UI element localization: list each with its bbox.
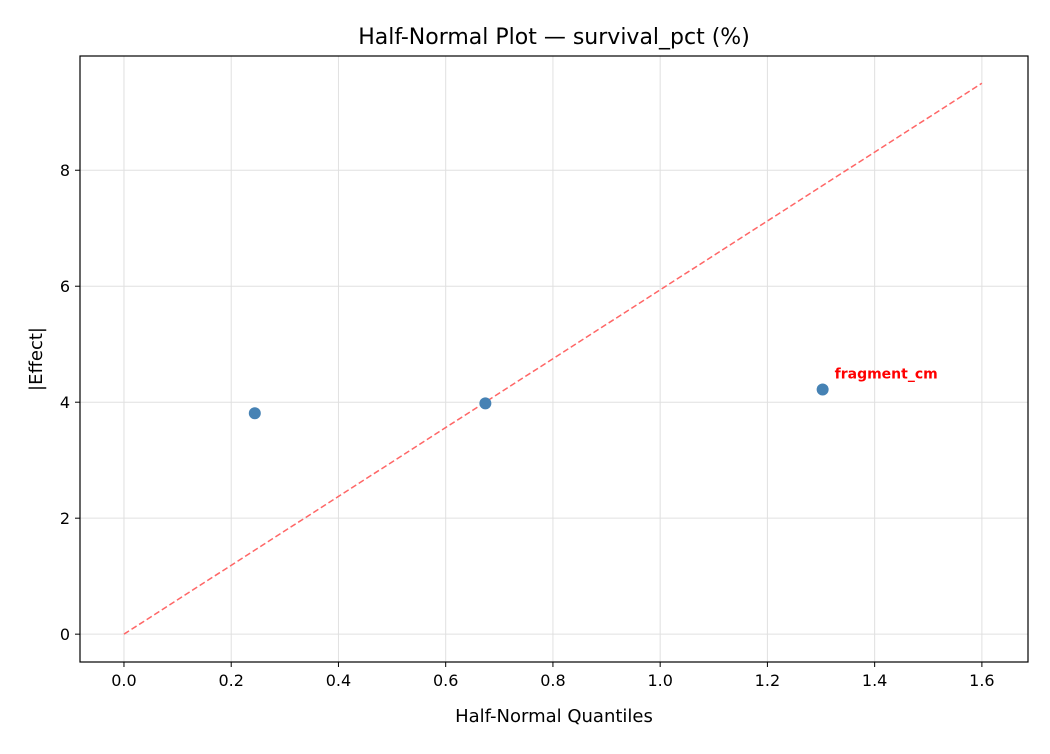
x-tick-label: 0.4: [326, 671, 351, 690]
y-tick-label: 8: [60, 161, 70, 180]
data-point: [479, 397, 492, 410]
x-axis-label: Half-Normal Quantiles: [455, 706, 653, 727]
grid: [80, 56, 1028, 662]
y-tick-label: 0: [60, 625, 70, 644]
chart-title: Half-Normal Plot — survival_pct (%): [358, 25, 750, 50]
x-tick-label: 1.6: [969, 671, 994, 690]
x-tick-label: 1.4: [862, 671, 887, 690]
y-tick-label: 6: [60, 277, 70, 296]
plot-frame: [79, 55, 1029, 663]
x-tick-label: 0.2: [218, 671, 243, 690]
y-tick-label: 2: [60, 509, 70, 528]
data-point: [816, 383, 829, 396]
x-tick-label: 0.6: [433, 671, 458, 690]
x-tick-label: 1.0: [647, 671, 672, 690]
y-axis-label: |Effect|: [26, 327, 47, 391]
point-annotation: fragment_cm: [835, 366, 938, 382]
x-tick-label: 0.0: [111, 671, 136, 690]
x-tick-label: 0.8: [540, 671, 565, 690]
y-tick-label: 4: [60, 393, 70, 412]
points: fragment_cm: [248, 366, 938, 420]
x-tick-label: 1.2: [755, 671, 780, 690]
y-axis: 0 2 4 6 8: [60, 161, 80, 644]
x-axis: 0.0 0.2 0.4 0.6 0.8 1.0 1.2 1.4 1.6: [111, 662, 995, 690]
reference-line: [123, 82, 983, 635]
data-point: [248, 407, 261, 420]
